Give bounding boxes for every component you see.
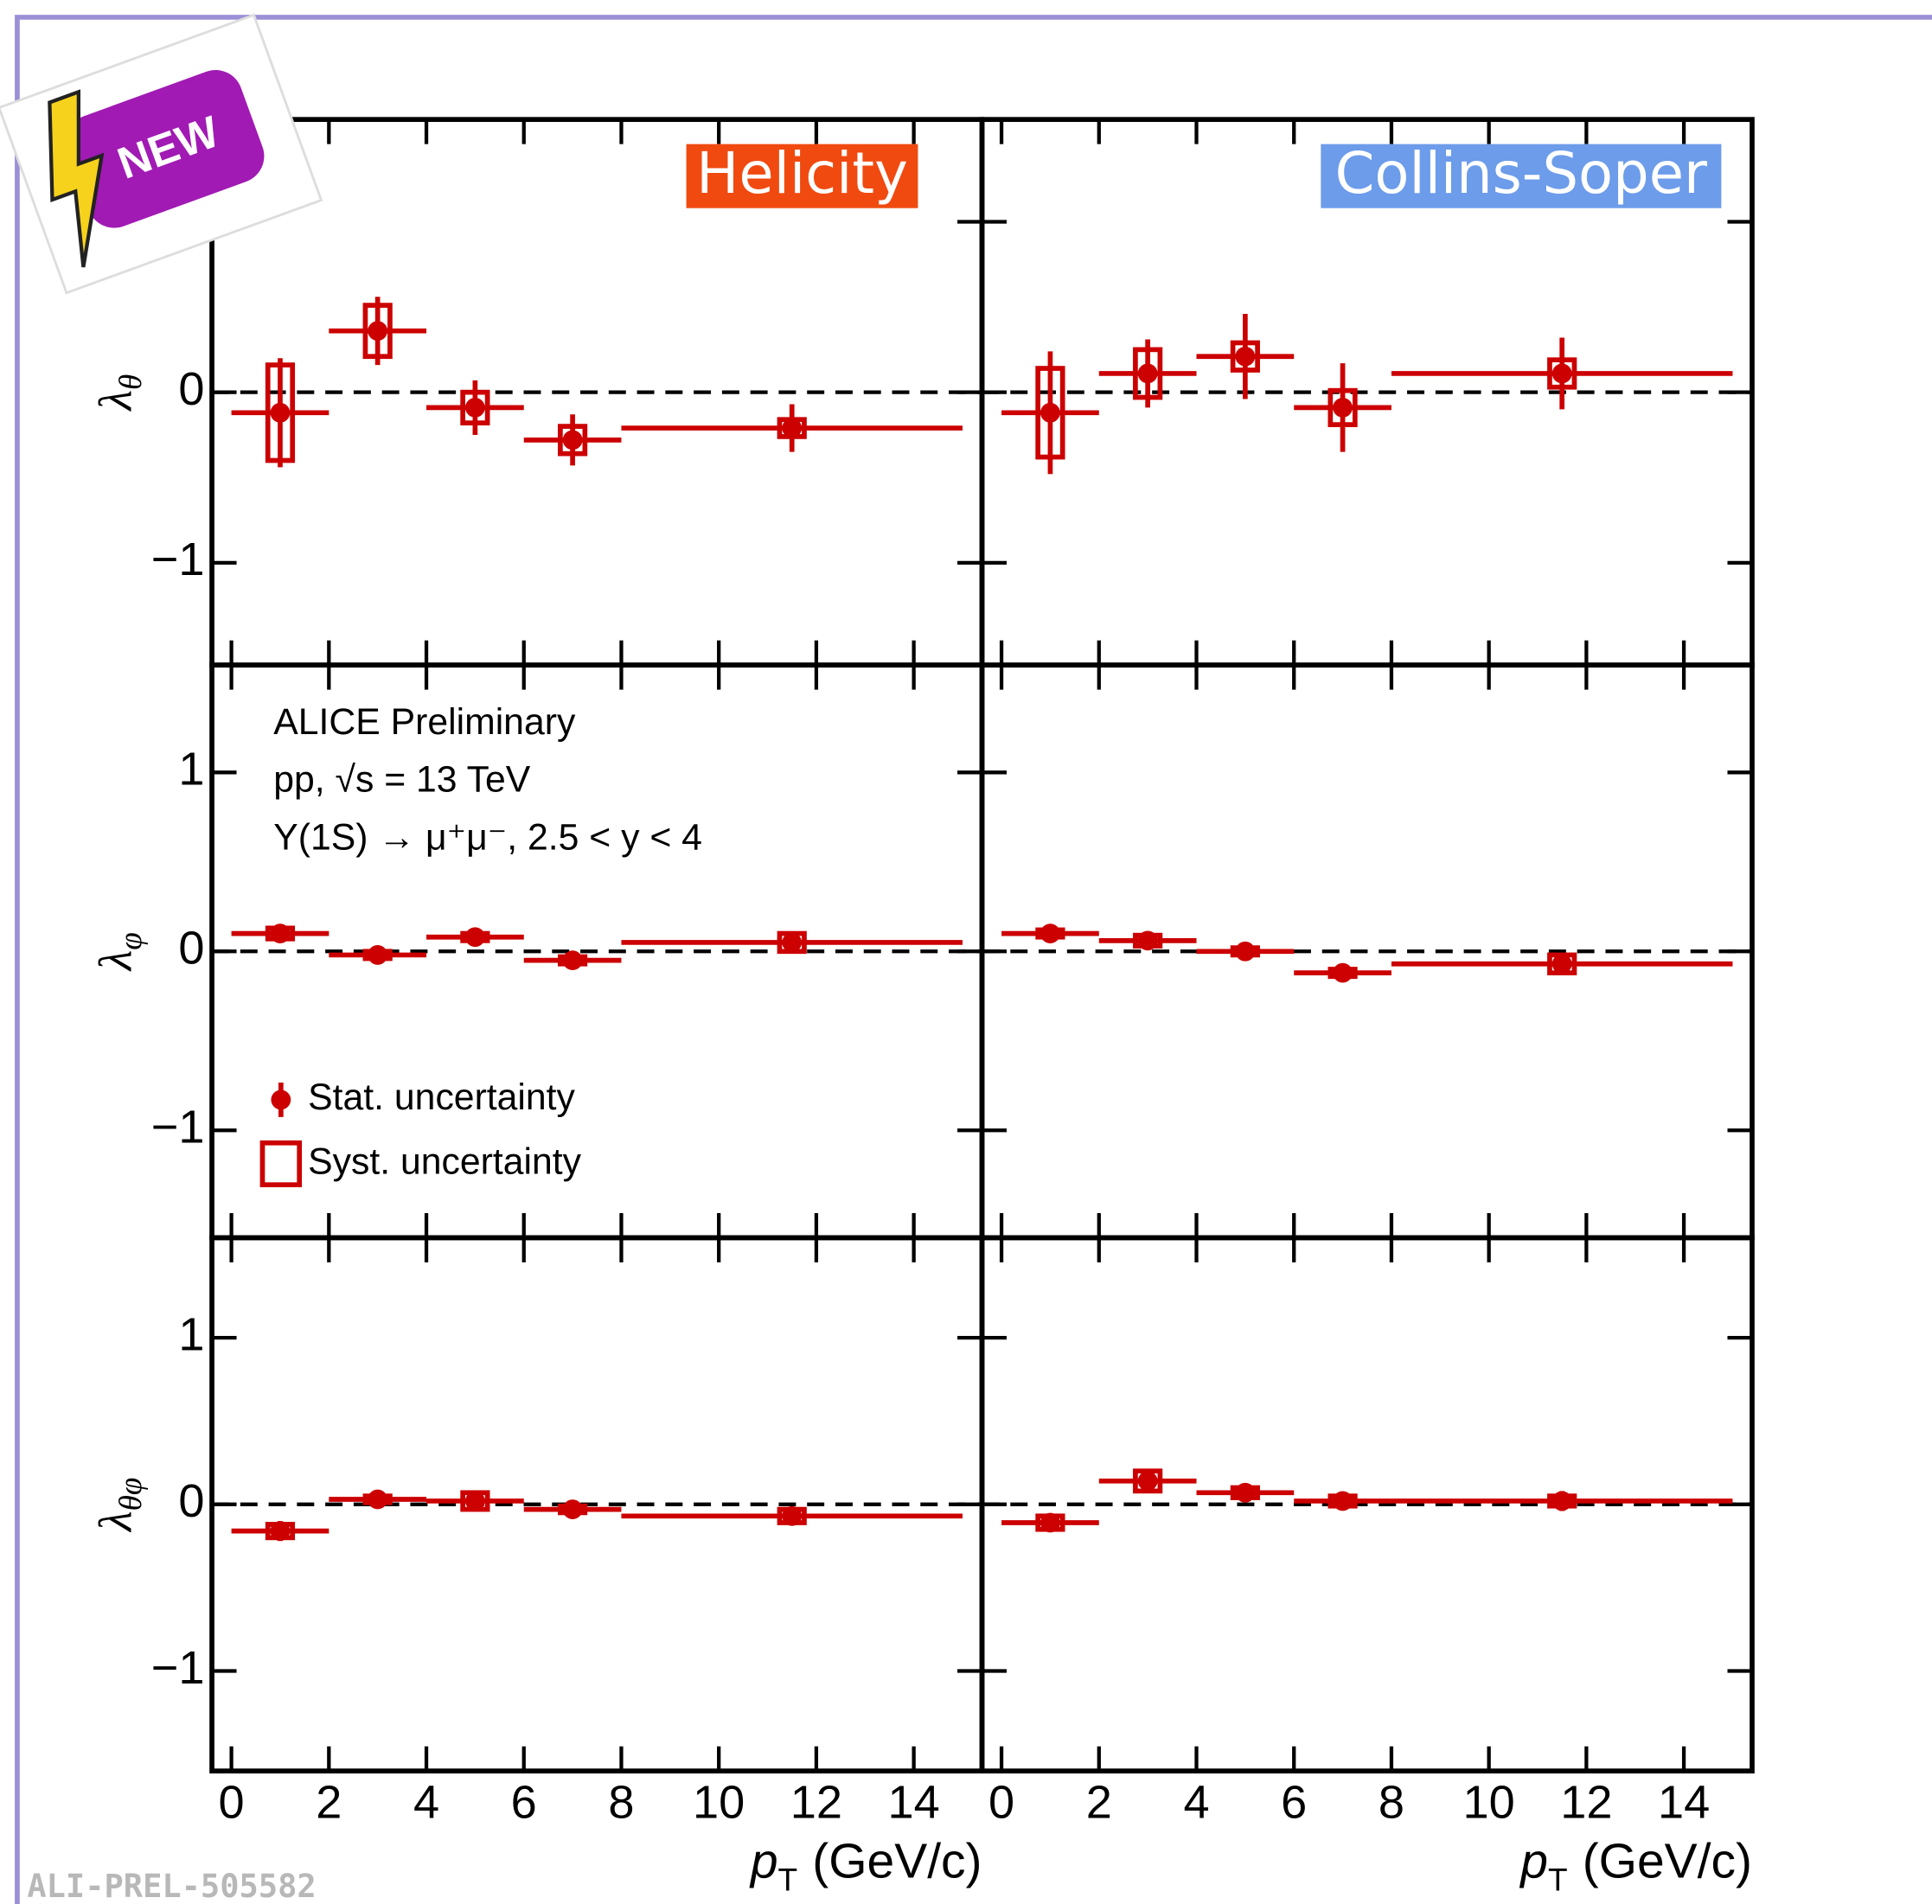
y-axis-subscript: θφ	[112, 1478, 148, 1511]
point	[1551, 1491, 1572, 1511]
y-tick-label: 1	[178, 744, 204, 795]
x-axis-subscript: T	[1548, 1861, 1568, 1897]
y-tick-label: 1	[178, 1308, 204, 1360]
point	[562, 1499, 583, 1519]
x-tick-label: 14	[1658, 1776, 1710, 1828]
point	[782, 932, 803, 953]
annotation: Υ(1S) → μ⁺μ⁻, 2.5 < y < 4	[273, 817, 702, 859]
point	[1040, 402, 1060, 423]
x-axis-symbol: p	[1519, 1833, 1548, 1888]
y-axis-subscript: φ	[112, 932, 148, 949]
annotation: pp, √s = 13 TeV	[273, 759, 531, 801]
point	[1333, 397, 1353, 418]
point	[1040, 923, 1060, 943]
watermark: ALI-PREL-505582	[27, 1868, 316, 1904]
y-tick-label: 0	[178, 1475, 204, 1527]
syst-box	[1133, 1468, 1163, 1494]
y-axis-label: λθφ	[90, 1478, 148, 1533]
point	[270, 923, 291, 943]
x-tick-label: 6	[511, 1776, 537, 1828]
point	[1137, 1471, 1158, 1492]
x-tick-label: 2	[1086, 1776, 1112, 1828]
y-axis-subscript: θ	[112, 374, 148, 390]
point	[562, 430, 583, 450]
x-axis-unit: (GeV/c)	[812, 1833, 982, 1888]
y-axis-symbol: λ	[90, 390, 142, 412]
window-border	[15, 15, 1932, 1904]
point	[464, 397, 485, 418]
y-axis-label: λθ	[90, 374, 148, 412]
y-axis-label: λφ	[90, 932, 148, 972]
point	[782, 1505, 803, 1526]
x-tick-label: 14	[888, 1776, 940, 1828]
legend-label: Stat. uncertainty	[308, 1077, 575, 1118]
x-tick-label: 6	[1281, 1776, 1307, 1828]
point	[1333, 1491, 1353, 1511]
x-tick-label: 4	[413, 1776, 439, 1828]
point	[1333, 962, 1353, 983]
point	[368, 945, 388, 965]
point	[368, 1489, 388, 1510]
y-tick-label: −1	[151, 1642, 205, 1694]
point	[782, 418, 803, 438]
x-tick-label: 4	[1183, 1776, 1209, 1828]
point	[270, 402, 291, 423]
x-tick-label: 12	[790, 1776, 842, 1828]
frame-label-bg	[1321, 144, 1722, 208]
x-axis-symbol: p	[749, 1833, 778, 1888]
frame-label: Collins-Soper	[1335, 141, 1707, 207]
annotation: ALICE Preliminary	[273, 701, 576, 743]
badge-bolt	[48, 89, 105, 268]
new-badge: NEW	[0, 13, 323, 295]
point	[464, 1491, 485, 1511]
x-tick-label: 8	[608, 1776, 634, 1828]
x-tick-label: 0	[219, 1776, 245, 1828]
x-axis-label: pT (GeV/c)	[749, 1833, 982, 1897]
legend-label: Syst. uncertainty	[308, 1140, 581, 1182]
point	[1551, 363, 1572, 384]
y-tick-label: −1	[151, 534, 205, 585]
x-axis-label: pT (GeV/c)	[1519, 1833, 1752, 1897]
point	[1235, 941, 1256, 962]
legend-stat-icon	[271, 1089, 291, 1110]
y-axis-symbol: λ	[90, 1511, 142, 1532]
x-tick-label: 12	[1560, 1776, 1612, 1828]
point	[464, 927, 485, 948]
y-tick-label: 0	[178, 363, 204, 415]
y-axis-symbol: λ	[90, 950, 142, 972]
point	[1137, 363, 1158, 384]
point	[1551, 954, 1572, 974]
x-axis-subscript: T	[778, 1861, 798, 1897]
legend-syst-icon	[259, 1140, 303, 1188]
point	[270, 1521, 291, 1542]
badge-bubble	[65, 69, 265, 228]
y-tick-label: −1	[151, 1102, 205, 1153]
point	[562, 950, 583, 971]
point	[1137, 930, 1158, 951]
x-tick-label: 10	[1463, 1776, 1515, 1828]
x-tick-label: 0	[988, 1776, 1014, 1828]
x-tick-label: 8	[1379, 1776, 1404, 1828]
frame-label: Helicity	[696, 141, 908, 207]
point	[1235, 1482, 1256, 1503]
x-axis-unit: (GeV/c)	[1583, 1833, 1752, 1888]
x-tick-label: 10	[693, 1776, 745, 1828]
point	[368, 321, 388, 342]
point	[1040, 1512, 1060, 1533]
y-tick-label: 0	[178, 923, 204, 974]
frame-label-bg	[686, 144, 918, 208]
panel-frame	[979, 1235, 1755, 1774]
x-tick-label: 2	[316, 1776, 342, 1828]
point	[1235, 346, 1256, 367]
